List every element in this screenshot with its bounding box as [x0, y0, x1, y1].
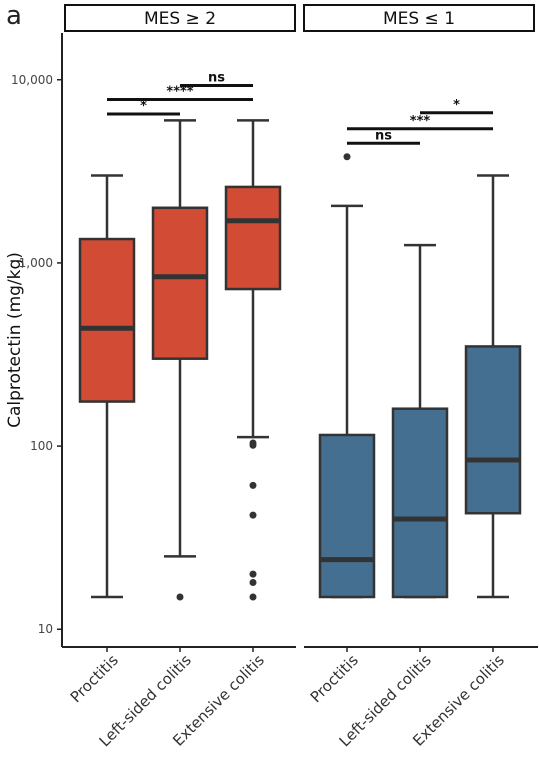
panel-strip-title: MES ≤ 1 [383, 9, 455, 29]
significance-bracket: * [107, 99, 180, 116]
y-tick-label: 1,000 [19, 256, 53, 270]
box-left-sided-colitis [391, 243, 449, 599]
x-tick-label: Proctitis [307, 651, 362, 706]
y-tick-label: 100 [30, 439, 53, 453]
box-extensive-colitis [464, 174, 522, 599]
outlier-point [249, 511, 257, 519]
significance-label: *** [410, 114, 431, 129]
iqr-box [464, 345, 522, 515]
iqr-box [318, 433, 376, 599]
y-axis-title: Calprotectin (mg/kg) [5, 252, 25, 428]
significance-label: ns [208, 71, 225, 86]
outlier-point [249, 570, 257, 578]
significance-label: ns [375, 128, 392, 143]
y-tick-label: 10 [38, 622, 53, 636]
iqr-box [224, 185, 282, 291]
significance-bracket: * [420, 98, 493, 115]
significance-bracket: ns [180, 71, 253, 88]
iqr-box [151, 206, 209, 360]
significance-label: * [140, 99, 147, 114]
panel-strip [64, 4, 296, 32]
panel-strip [303, 4, 535, 32]
outlier-point [343, 153, 351, 161]
outlier-point [176, 593, 184, 601]
x-tick-label: Proctitis [67, 651, 122, 706]
iqr-box [391, 407, 449, 599]
panel-strip-title: MES ≥ 2 [144, 9, 216, 29]
box-left-sided-colitis [151, 119, 209, 601]
significance-bracket: *** [347, 114, 493, 131]
outlier-point [249, 578, 257, 586]
y-tick-label: 10,000 [11, 73, 53, 87]
significance-label: **** [166, 85, 193, 100]
outlier-point [249, 593, 257, 601]
outlier-point [249, 441, 257, 449]
significance-label: * [453, 98, 460, 113]
outlier-point [249, 481, 257, 489]
significance-bracket: ns [347, 128, 420, 145]
panel-label: a [6, 1, 22, 31]
y-axis: 10 100 1,000 10,000 [11, 33, 63, 647]
box-proctitis [78, 174, 136, 599]
box-proctitis [318, 153, 376, 599]
significance-bracket: **** [107, 85, 253, 102]
iqr-box [78, 237, 136, 403]
box-extensive-colitis [224, 119, 282, 601]
